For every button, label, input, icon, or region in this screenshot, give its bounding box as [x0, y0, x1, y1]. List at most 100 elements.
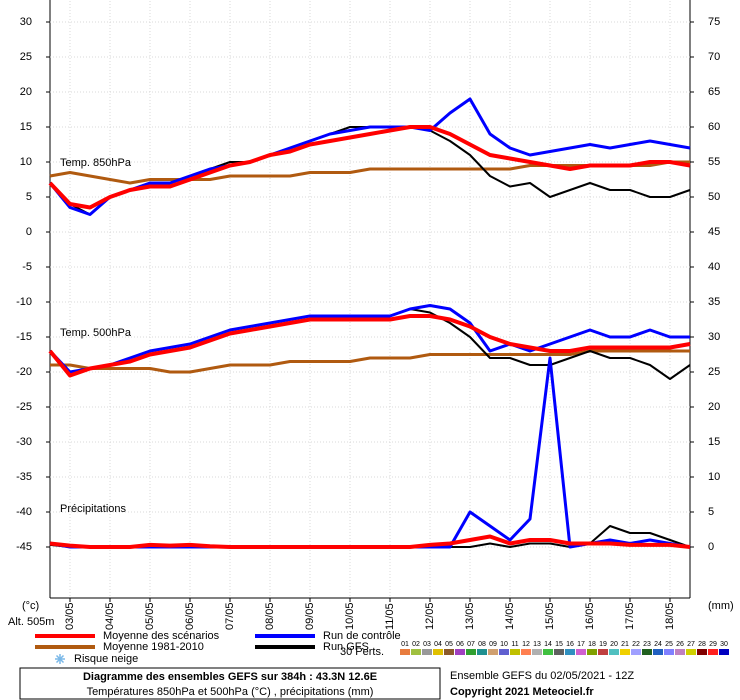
x-tick-label: 13/05 [464, 602, 476, 630]
x-tick-label: 05/05 [144, 602, 156, 630]
perturbation-swatch [477, 649, 487, 655]
perturbation-label: 10 [500, 641, 508, 648]
perturbation-swatch [422, 649, 432, 655]
perturbation-swatch [675, 649, 685, 655]
perturbation-label: 03 [423, 641, 431, 648]
y2-tick-label: 0 [708, 541, 714, 553]
perturbation-label: 17 [577, 641, 585, 648]
perturbation-swatch [587, 649, 597, 655]
y2-tick-label: 10 [708, 471, 720, 483]
y2-tick-label: 75 [708, 16, 720, 28]
y2-tick-label: 70 [708, 51, 720, 63]
series-line [48, 97, 691, 216]
perturbation-label: 14 [544, 641, 552, 648]
perturbation-label: 09 [489, 641, 497, 648]
perturbation-label: 13 [533, 641, 541, 648]
perturbation-label: 22 [632, 641, 640, 648]
y2-tick-label: 30 [708, 331, 720, 343]
footer-box [19, 667, 441, 700]
footer-title: Diagramme des ensembles GEFS sur 384h : … [83, 671, 377, 683]
x-tick-label: 08/05 [264, 602, 276, 630]
perturbation-swatch [433, 649, 443, 655]
legend-label: Run de contrôle [323, 630, 401, 642]
perturbation-label: 20 [610, 641, 618, 648]
x-tick-label: 16/05 [584, 602, 596, 630]
series-line [48, 314, 691, 378]
x-tick-label: 09/05 [304, 602, 316, 630]
perturbation-swatch [609, 649, 619, 655]
x-tick-label: 15/05 [544, 602, 556, 630]
perturbation-label: 05 [445, 641, 453, 648]
y2-tick-label: 55 [708, 156, 720, 168]
perturbation-label: 21 [621, 641, 629, 648]
x-tick-label: 17/05 [624, 602, 636, 630]
y-tick-label: 10 [20, 156, 32, 168]
perturbation-label: 11 [511, 641, 518, 648]
y2-tick-label: 50 [708, 191, 720, 203]
run-info: Ensemble GEFS du 02/05/2021 - 12Z [450, 670, 634, 682]
y-tick-label: 0 [26, 226, 32, 238]
x-tick-label: 18/05 [664, 602, 676, 630]
y-tick-label: 5 [26, 191, 32, 203]
perturbation-label: 23 [643, 641, 651, 648]
x-tick-label: 12/05 [424, 602, 436, 630]
perturbations-title: 30 Perts. [340, 646, 384, 658]
perturbation-swatch [719, 649, 729, 655]
perturbation-swatch [653, 649, 663, 655]
y-tick-label: -5 [22, 261, 32, 273]
perturbation-label: 01 [401, 641, 409, 648]
y2-unit: (mm) [708, 600, 734, 612]
x-tick-label: 06/05 [184, 602, 196, 630]
y2-tick-label: 40 [708, 261, 720, 273]
x-tick-label: 11/05 [384, 603, 396, 630]
y-tick-label: 15 [20, 121, 32, 133]
perturbation-label: 04 [434, 641, 442, 648]
series-line [49, 534, 691, 549]
y2-tick-label: 65 [708, 86, 720, 98]
perturbation-swatch [598, 649, 608, 655]
x-tick-label: 10/05 [344, 602, 356, 630]
perturbation-swatch [499, 649, 509, 655]
perturbation-swatch [697, 649, 707, 655]
perturbation-swatch [686, 649, 696, 655]
perturbation-swatch [565, 649, 575, 655]
perturbation-swatch [488, 649, 498, 655]
series-line [50, 349, 690, 374]
panel-label: Temp. 850hPa [60, 157, 132, 169]
y2-tick-label: 35 [708, 296, 720, 308]
y2-tick-label: 25 [708, 366, 720, 378]
y-tick-label: -35 [16, 471, 32, 483]
series-line [48, 304, 690, 374]
copyright: Copyright 2021 Meteociel.fr [450, 686, 594, 698]
perturbation-label: 25 [665, 641, 673, 648]
y2-tick-label: 20 [708, 401, 720, 413]
x-tick-label: 04/05 [104, 602, 116, 630]
x-tick-label: 03/05 [64, 602, 76, 630]
perturbation-swatch [576, 649, 586, 655]
y-tick-label: -15 [16, 331, 32, 343]
perturbation-swatch [631, 649, 641, 655]
perturbation-swatch [554, 649, 564, 655]
y2-tick-label: 45 [708, 226, 720, 238]
perturbation-swatch [400, 649, 410, 655]
perturbation-label: 16 [566, 641, 574, 648]
panel-label: Temp. 500hPa [60, 327, 132, 339]
y-tick-label: -40 [16, 506, 32, 518]
y2-tick-label: 15 [708, 436, 720, 448]
y-tick-label: -45 [16, 541, 32, 553]
perturbation-swatch [411, 649, 421, 655]
perturbation-swatch [510, 649, 520, 655]
y-tick-label: -10 [16, 296, 32, 308]
altitude: Alt. 505m [8, 616, 54, 628]
perturbation-label: 24 [654, 641, 662, 648]
y2-tick-label: 60 [708, 121, 720, 133]
perturbation-swatch [708, 649, 718, 655]
perturbation-swatch [455, 649, 465, 655]
perturbation-swatch [642, 649, 652, 655]
perturbation-label: 18 [588, 641, 596, 648]
y-tick-label: -25 [16, 401, 32, 413]
perturbation-label: 07 [467, 641, 475, 648]
perturbation-label: 26 [676, 641, 684, 648]
y-unit: (°c) [22, 600, 39, 612]
